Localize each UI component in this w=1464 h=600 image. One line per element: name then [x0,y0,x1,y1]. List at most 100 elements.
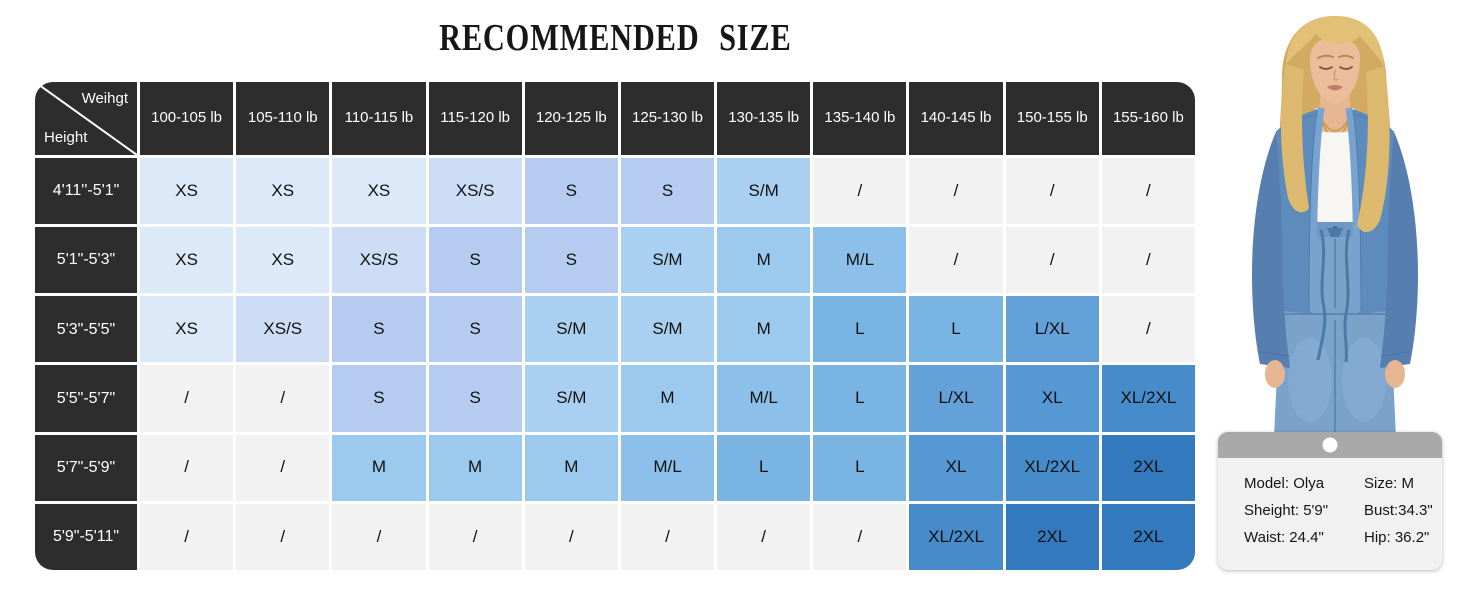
diagonal-divider [35,82,137,155]
size-cell: XS [332,158,426,225]
size-cell: / [813,158,907,225]
size-cell: M [524,434,618,501]
weight-header: 150-155 lb [1005,82,1099,155]
size-cell: / [140,434,234,501]
size-cell: XL/2XL [1005,434,1099,501]
corner-height-label: Height [44,128,88,146]
size-cell: M [717,296,811,363]
size-cell: XS [140,227,234,294]
size-cell: XS/S [428,158,522,225]
size-table: Weihgt Height 100-105 lb 105-110 lb 110-11… [35,82,1195,570]
size-cell: / [140,365,234,432]
size-cell: 2XL [1101,434,1195,501]
size-cell: S/M [620,296,715,363]
size-cell: XS/S [236,296,330,363]
size-cell: S/M [524,365,618,432]
size-cell: / [717,503,811,570]
size-cell: L [813,434,907,501]
weight-header: 100-105 lb [140,82,234,155]
size-cell: / [524,503,618,570]
corner-cell: Weihgt Height [35,82,137,155]
size-cell: L/XL [1005,296,1099,363]
size-cell: M/L [717,365,811,432]
size-cell: / [620,503,715,570]
size-cell: M/L [813,227,907,294]
height-label: 5'7"-5'9" [35,434,137,501]
size-cell: S [428,365,522,432]
size-cell: 2XL [1101,503,1195,570]
size-cell: XS [236,227,330,294]
size-cell: L/XL [909,365,1003,432]
height-label: 4'11''-5'1" [35,158,137,225]
model-waist: Waist: 24.4" [1244,529,1324,546]
size-cell: XS [236,158,330,225]
hair-strands [1280,64,1390,233]
size-cell: L [813,296,907,363]
size-cell: XL [1005,365,1099,432]
weight-header: 125-130 lb [620,82,715,155]
size-cell: M/L [620,434,715,501]
weight-header: 105-110 lb [236,82,330,155]
size-cell: XS [140,158,234,225]
size-cell: / [140,503,234,570]
corner-weight-label: Weihgt [81,90,128,107]
size-cell: S [524,158,618,225]
page-title: RECOMMENDED SIZE [0,16,1230,60]
size-cell: L [717,434,811,501]
weight-header: 130-135 lb [717,82,811,155]
size-cell: / [428,503,522,570]
size-cell: / [236,365,330,432]
size-cell: XL [909,434,1003,501]
card-body: Model: Olya Size: M Sheight: 5'9" Bust:3… [1218,458,1442,546]
model-bust: Bust:34.3" [1364,502,1433,519]
size-cell: L [813,365,907,432]
size-cell: S [332,296,426,363]
model-photo-illustration [1252,16,1418,438]
size-cell: / [813,503,907,570]
height-label: 5'5"-5'7" [35,365,137,432]
size-cell: / [236,434,330,501]
size-cell: XS [140,296,234,363]
size-cell: M [620,365,715,432]
model-name: Model: Olya [1244,475,1325,492]
model-height: Sheight: 5'9" [1244,502,1329,519]
size-cell: S [428,227,522,294]
size-cell: S [428,296,522,363]
size-cell: / [332,503,426,570]
size-cell: M [332,434,426,501]
model-info-card: Model: Olya Size: M Sheight: 5'9" Bust:3… [1218,432,1442,570]
model-photo [1222,8,1448,438]
size-cell: S/M [524,296,618,363]
size-cell: M [717,227,811,294]
tank-top [1307,128,1363,223]
size-cell: / [1101,227,1195,294]
size-cell: S [620,158,715,225]
height-label: 5'9"-5'11" [35,503,137,570]
hanger-hole-icon [1322,437,1338,453]
model-hip: Hip: 36.2" [1364,529,1430,546]
size-cell: 2XL [1005,503,1099,570]
size-cell: / [909,227,1003,294]
model-size: Size: M [1364,475,1415,492]
face [1310,37,1360,104]
size-cell: L [909,296,1003,363]
height-label: 5'3"-5'5" [35,296,137,363]
jacket-tie-strings [1316,228,1351,363]
size-cell: S [524,227,618,294]
size-cell: / [1101,158,1195,225]
hands [1265,360,1405,388]
hair-front [1286,16,1384,66]
weight-header: 140-145 lb [909,82,1003,155]
size-cell: S/M [717,158,811,225]
page-title-text: RECOMMENDED SIZE [438,17,792,59]
size-cell: XL/2XL [1101,365,1195,432]
card-hanger-bar [1218,432,1442,458]
weight-header: 135-140 lb [813,82,907,155]
size-cell: / [236,503,330,570]
weight-header: 110-115 lb [332,82,426,155]
size-cell: M [428,434,522,501]
weight-header: 120-125 lb [524,82,618,155]
size-cell: / [909,158,1003,225]
weight-header: 115-120 lb [428,82,522,155]
size-cell: S/M [620,227,715,294]
